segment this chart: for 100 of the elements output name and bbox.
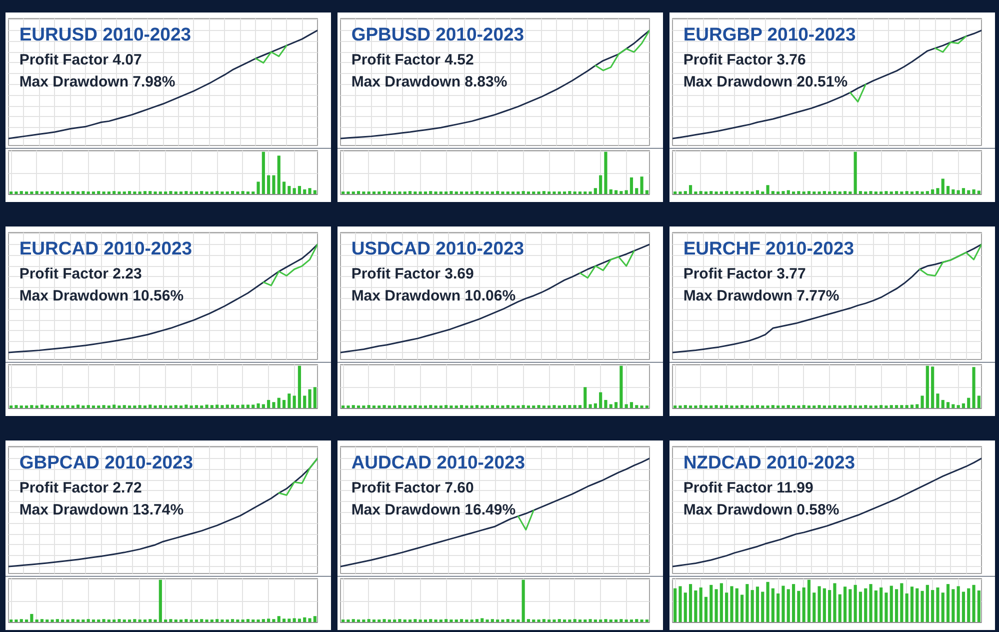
bar xyxy=(931,366,934,408)
bar xyxy=(620,366,623,408)
bar xyxy=(205,192,208,194)
bar xyxy=(50,405,54,408)
bar xyxy=(522,580,525,622)
bar xyxy=(501,620,504,622)
bar xyxy=(884,191,888,194)
bar xyxy=(220,620,224,622)
bar xyxy=(552,192,556,194)
bar xyxy=(833,191,836,194)
bar xyxy=(50,191,54,194)
bar xyxy=(102,192,106,194)
bar xyxy=(858,592,862,622)
bar xyxy=(298,186,302,194)
bar xyxy=(688,185,692,194)
annotation: Profit Factor 4.07 xyxy=(19,52,142,68)
bar xyxy=(952,589,955,622)
bar xyxy=(205,620,208,622)
bar xyxy=(890,586,893,622)
bar xyxy=(766,582,770,622)
bar xyxy=(916,588,919,622)
bar xyxy=(761,592,764,622)
bar xyxy=(501,406,504,408)
bar xyxy=(792,584,796,622)
chart-title: EURCAD 2010-2023 xyxy=(19,238,192,258)
bar xyxy=(169,619,172,622)
bar xyxy=(346,192,350,194)
bar xyxy=(30,614,34,622)
bar xyxy=(967,190,970,194)
bar xyxy=(288,394,291,408)
bar xyxy=(869,191,872,194)
bar xyxy=(630,177,634,194)
bar xyxy=(382,191,386,194)
bar xyxy=(766,185,770,194)
bar xyxy=(956,190,960,194)
bar xyxy=(782,586,785,622)
bar xyxy=(884,592,888,622)
bar xyxy=(382,619,386,622)
bar xyxy=(838,594,842,622)
bar xyxy=(288,186,291,194)
bar xyxy=(730,406,734,408)
bar xyxy=(552,405,556,408)
bar xyxy=(972,189,976,194)
bar xyxy=(267,175,270,194)
bar xyxy=(854,584,857,622)
bar xyxy=(941,592,944,622)
bar xyxy=(486,406,489,408)
bar xyxy=(967,398,970,408)
bar xyxy=(382,405,386,408)
bar xyxy=(588,404,592,408)
bar xyxy=(588,192,592,194)
bar xyxy=(833,583,836,622)
annotation: Profit Factor 11.99 xyxy=(683,480,814,496)
bar xyxy=(946,186,950,194)
bar xyxy=(920,396,924,408)
bar xyxy=(926,584,929,622)
bar xyxy=(102,405,106,408)
bar xyxy=(812,592,816,622)
bar xyxy=(282,400,286,408)
bar xyxy=(614,190,618,194)
bar xyxy=(807,580,811,622)
bar xyxy=(298,366,302,408)
bar xyxy=(725,592,728,622)
bar xyxy=(941,400,944,408)
bar xyxy=(256,620,260,622)
annotation: Profit Factor 2.23 xyxy=(19,266,142,282)
bar xyxy=(710,584,713,622)
bar xyxy=(782,406,785,408)
bar xyxy=(537,192,540,194)
bar xyxy=(604,152,608,194)
bar xyxy=(434,620,438,622)
bar xyxy=(154,192,157,194)
bar xyxy=(782,191,785,194)
bar xyxy=(169,191,172,194)
bar xyxy=(267,400,270,408)
bar xyxy=(946,402,950,408)
bar xyxy=(786,589,790,622)
bar xyxy=(630,402,634,408)
bar xyxy=(905,593,908,622)
bar xyxy=(828,590,832,622)
bar xyxy=(972,584,976,622)
bar xyxy=(272,619,276,622)
bar xyxy=(599,392,602,408)
bar xyxy=(584,387,587,408)
bar xyxy=(802,587,806,622)
bar xyxy=(154,620,157,622)
bar xyxy=(714,405,718,408)
chart-title: GPBUSD 2010-2023 xyxy=(351,24,524,44)
bar xyxy=(645,190,648,194)
bar xyxy=(609,404,612,408)
annotation: Max Drawdown 0.58% xyxy=(683,502,840,518)
bar xyxy=(771,588,774,622)
bar xyxy=(714,192,718,194)
bar xyxy=(894,589,898,622)
bar xyxy=(977,590,980,622)
bar xyxy=(14,192,18,194)
bar xyxy=(735,588,738,622)
bar xyxy=(537,405,540,408)
bar xyxy=(864,588,868,622)
chart-title: EURUSD 2010-2023 xyxy=(19,24,192,44)
